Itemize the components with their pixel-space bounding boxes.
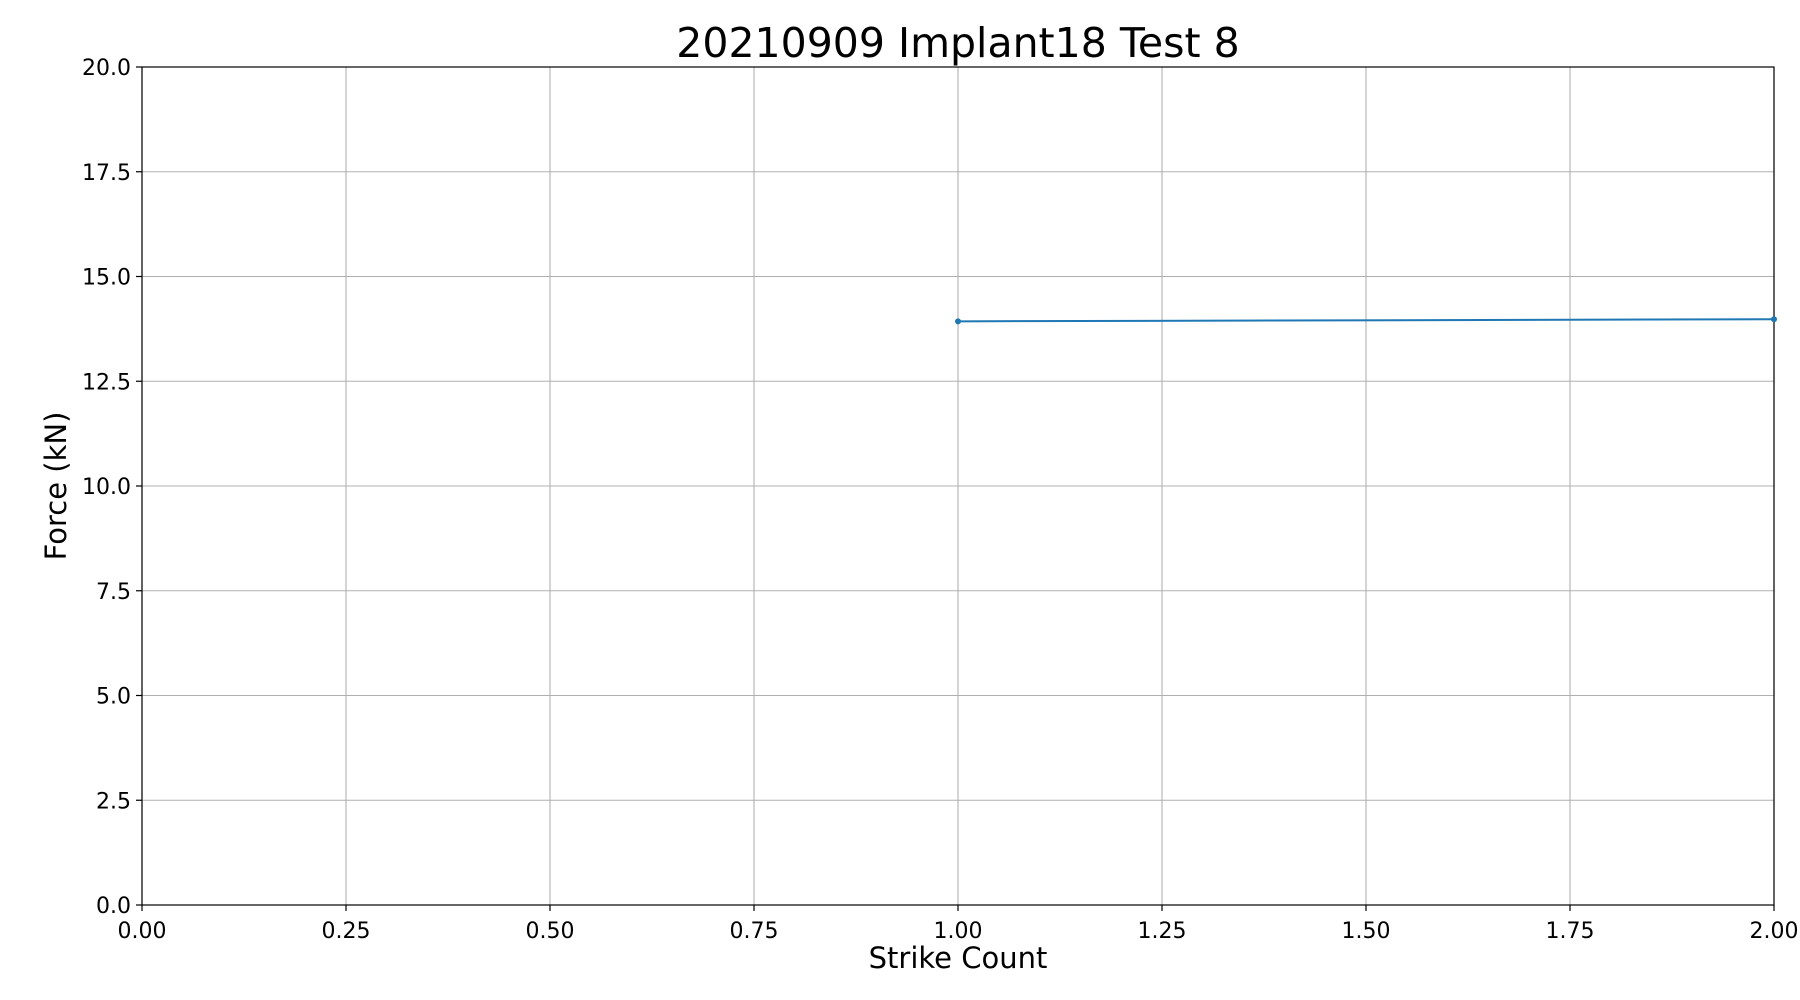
y-tick-label: 12.5 bbox=[82, 370, 131, 395]
x-tick-label: 1.50 bbox=[1342, 919, 1391, 944]
y-tick-label: 5.0 bbox=[96, 685, 131, 710]
x-axis-label: Strike Count bbox=[869, 941, 1048, 975]
x-tick-label: 2.00 bbox=[1750, 919, 1799, 944]
axis-ticks: 0.00 0.25 0.50 0.75 1.00 1.25 1.50 1.75 2.00 0.0 2… bbox=[82, 56, 1798, 944]
x-tick-label: 0.50 bbox=[526, 919, 575, 944]
x-tick-label: 0.00 bbox=[118, 919, 167, 944]
grid bbox=[141, 66, 1775, 906]
x-tick-label: 0.75 bbox=[730, 919, 779, 944]
data-point bbox=[1771, 316, 1777, 323]
x-tick-label: 1.00 bbox=[934, 919, 983, 944]
y-axis-label: Force (kN) bbox=[39, 412, 73, 561]
series-line bbox=[957, 318, 1775, 323]
y-tick-label: 0.0 bbox=[96, 894, 131, 919]
data-point bbox=[955, 318, 961, 325]
x-tick-label: 0.25 bbox=[322, 919, 371, 944]
y-tick-label: 7.5 bbox=[96, 580, 131, 605]
y-tick-label: 17.5 bbox=[82, 161, 131, 186]
x-tick-label: 1.25 bbox=[1138, 919, 1187, 944]
y-tick-label: 15.0 bbox=[82, 266, 131, 291]
y-tick-label: 10.0 bbox=[82, 475, 131, 500]
y-tick-label: 20.0 bbox=[82, 56, 131, 81]
series-layer bbox=[955, 316, 1777, 325]
x-tick-label: 1.75 bbox=[1546, 919, 1595, 944]
chart-title: 20210909 Implant18 Test 8 bbox=[676, 19, 1239, 67]
y-tick-label: 2.5 bbox=[96, 789, 131, 814]
